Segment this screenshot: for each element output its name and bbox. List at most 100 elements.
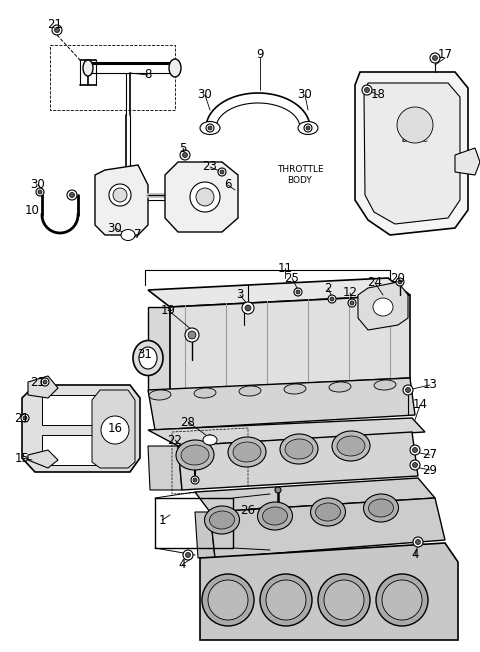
Text: 30: 30 [198,89,212,102]
Circle shape [36,188,44,196]
Polygon shape [195,478,435,512]
Ellipse shape [311,498,346,526]
Circle shape [218,168,226,176]
Ellipse shape [376,574,428,626]
Text: 5: 5 [180,141,187,155]
Circle shape [52,25,62,35]
Circle shape [189,331,195,338]
Ellipse shape [318,574,370,626]
Text: 22: 22 [168,434,182,447]
Circle shape [330,297,334,301]
Text: 3: 3 [236,288,244,301]
Circle shape [328,295,336,303]
Ellipse shape [109,184,131,206]
Ellipse shape [337,436,365,456]
Bar [155,498,233,548]
Circle shape [182,153,188,158]
Ellipse shape [228,437,266,467]
Bar [42,395,97,425]
Circle shape [185,552,191,557]
Circle shape [67,190,77,200]
Ellipse shape [233,442,261,462]
Circle shape [55,27,60,33]
Text: 19: 19 [160,303,176,316]
Circle shape [188,331,196,339]
Text: 11: 11 [277,261,292,274]
Ellipse shape [194,388,216,398]
Ellipse shape [190,182,220,212]
Ellipse shape [208,580,248,620]
Circle shape [403,385,413,395]
Text: 8: 8 [144,68,152,82]
Circle shape [350,301,354,305]
Circle shape [41,378,49,386]
Text: DOHC: DOHC [401,136,429,145]
Ellipse shape [202,574,254,626]
Circle shape [204,122,216,134]
Text: 24: 24 [368,276,383,289]
Ellipse shape [83,60,93,76]
Ellipse shape [181,445,209,465]
Ellipse shape [121,230,135,241]
Text: 30: 30 [31,179,46,192]
Text: 2: 2 [324,282,332,295]
Polygon shape [455,148,480,175]
Ellipse shape [369,499,394,517]
Polygon shape [92,390,135,468]
Polygon shape [358,282,408,330]
Circle shape [412,447,418,452]
Text: 14: 14 [412,398,428,411]
Polygon shape [148,446,182,490]
Text: 1: 1 [158,514,166,527]
Circle shape [410,460,420,470]
Polygon shape [148,378,415,430]
Circle shape [306,126,310,130]
Ellipse shape [176,440,214,470]
Circle shape [220,170,224,174]
Text: 30: 30 [108,222,122,235]
Ellipse shape [363,494,398,522]
Circle shape [21,414,29,422]
Circle shape [38,190,42,194]
Circle shape [304,124,312,132]
Polygon shape [165,162,238,232]
Text: 10: 10 [24,203,39,216]
Circle shape [208,126,212,130]
Ellipse shape [169,59,181,77]
Polygon shape [195,512,215,558]
Text: 29: 29 [422,464,437,477]
Text: 21: 21 [48,18,62,31]
Ellipse shape [203,435,217,445]
Circle shape [362,85,372,95]
Text: 17: 17 [437,48,453,61]
Circle shape [205,435,215,445]
Text: 9: 9 [256,48,264,61]
Text: 13: 13 [422,379,437,391]
Polygon shape [95,165,148,235]
Circle shape [410,445,420,455]
Text: 31: 31 [138,349,153,361]
Ellipse shape [285,439,313,459]
Polygon shape [178,432,418,490]
Polygon shape [148,307,170,390]
Circle shape [397,107,433,143]
Text: 16: 16 [108,421,122,434]
Polygon shape [170,295,410,390]
Text: THROTTLE
BODY: THROTTLE BODY [276,166,324,185]
Ellipse shape [209,511,235,529]
Text: 21: 21 [31,376,46,389]
Circle shape [70,192,74,198]
Text: 4: 4 [411,548,419,561]
Text: 20: 20 [391,271,406,284]
Polygon shape [148,418,425,446]
Circle shape [364,87,370,93]
Circle shape [432,55,437,61]
Ellipse shape [280,434,318,464]
Circle shape [245,305,251,311]
Ellipse shape [263,507,288,525]
Text: 25: 25 [285,271,300,284]
Circle shape [43,380,47,384]
Ellipse shape [374,380,396,390]
Text: 26: 26 [240,503,255,516]
Text: 30: 30 [298,89,312,102]
